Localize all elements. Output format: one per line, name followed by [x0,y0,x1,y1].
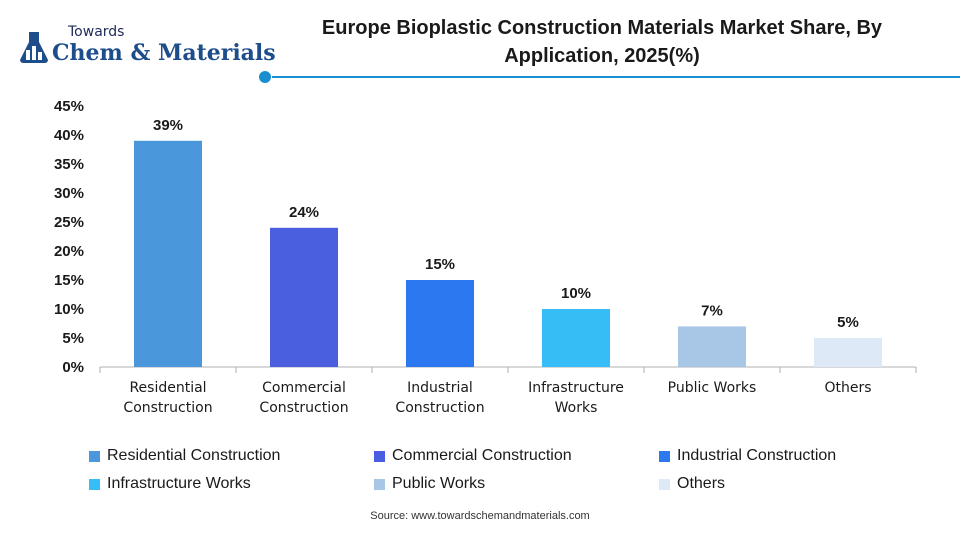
x-tick-label: Construction [395,400,484,416]
y-tick-label: 0% [62,359,84,376]
bar [542,309,610,367]
legend-label: Infrastructure Works [107,475,251,492]
y-tick-label: 40% [54,127,84,144]
legend-swatch [374,450,385,462]
data-label: 7% [701,302,723,319]
data-label: 24% [289,204,319,221]
x-tick-label: Residential [129,380,206,396]
legend-swatch [659,450,670,462]
legend-item: Others [659,474,725,494]
legend-item: Industrial Construction [659,446,836,466]
bar-chart: 0% 5% 10% 15% 20% 25% 30% 35% 40% 45% 39% Residenti… [54,98,917,416]
data-label: 5% [837,314,859,331]
data-label: 10% [561,285,591,302]
y-tick-label: 10% [54,301,84,318]
title-divider [272,76,960,78]
y-tick-label: 25% [54,214,84,231]
x-tick-label: Infrastructure [528,380,624,396]
bar [678,326,746,367]
chart-title-line-2: Application, 2025(%) [504,45,700,67]
x-tick-label: Others [824,380,871,396]
x-tick-label: Industrial [407,380,473,396]
legend-swatch [374,478,385,490]
chart-title: Europe Bioplastic Construction Materials… [262,14,942,70]
logo-text-small: Towards [68,24,125,40]
x-tick-label: Construction [259,400,348,416]
legend-label: Residential Construction [107,447,281,464]
legend-swatch [659,478,670,490]
x-tick-label: Public Works [668,380,757,396]
legend-item: Residential Construction [89,446,280,466]
x-tick-label: Construction [123,400,212,416]
bar [814,338,882,367]
legend-label: Others [677,475,726,492]
y-tick-label: 35% [54,156,84,173]
legend-swatch [89,450,100,462]
y-tick-label: 15% [54,272,84,289]
title-divider-dot [259,71,271,83]
brand-logo: Towards Chem & Materials [18,14,276,74]
bar [270,227,338,367]
data-label: 15% [425,256,455,273]
logo-text-main: Chem & Materials [52,40,276,66]
legend-label: Commercial Construction [392,447,572,464]
x-tick-label: Works [555,400,598,416]
legend-label: Industrial Construction [677,447,837,464]
y-tick-label: 30% [54,185,84,202]
bar [406,280,474,367]
chart-title-line-1: Europe Bioplastic Construction Materials… [321,17,883,39]
source-note: Source: www.towardschemandmaterials.com [370,510,590,522]
bar [134,140,202,367]
y-tick-label: 20% [54,243,84,260]
legend-item: Infrastructure Works [89,474,251,494]
legend-item: Public Works [374,474,485,494]
flask-icon [20,32,48,63]
legend-item: Commercial Construction [374,446,572,466]
x-tick-label: Commercial [262,380,346,396]
y-tick-label: 45% [54,98,84,115]
data-label: 39% [153,117,183,134]
legend-label: Public Works [392,475,486,492]
chart-legend: Residential Construction Commercial Const… [0,444,960,500]
y-tick-label: 5% [62,330,84,347]
legend-swatch [89,478,100,490]
